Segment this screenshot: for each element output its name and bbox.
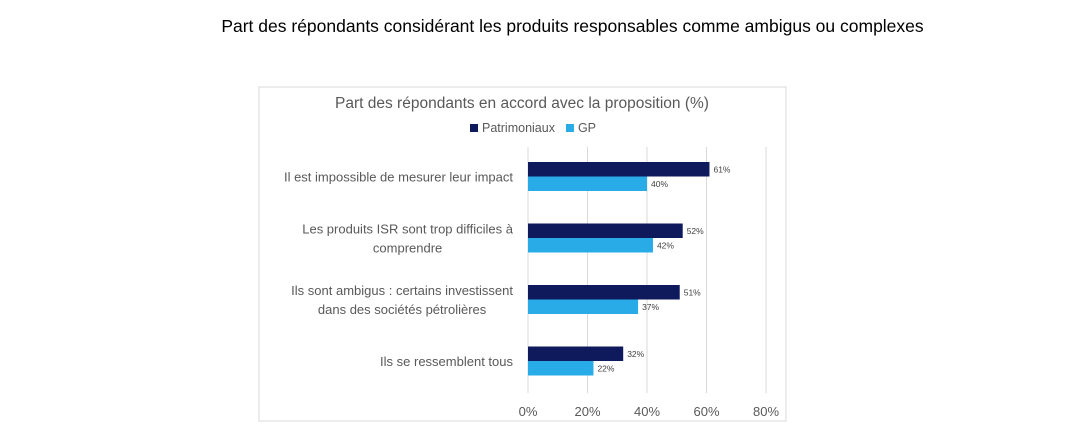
- x-tick-label: 40%: [634, 404, 660, 419]
- legend-label-1: GP: [578, 121, 596, 135]
- category-label: dans des sociétés pétrolières: [318, 302, 487, 317]
- bar-patrimoniaux: [528, 346, 624, 361]
- legend: Patrimoniaux GP: [470, 121, 596, 135]
- data-label: 51%: [684, 288, 701, 298]
- x-tick-label: 20%: [574, 404, 600, 419]
- bar-patrimoniaux: [528, 223, 683, 238]
- page-title: Part des répondants considérant les prod…: [221, 16, 924, 36]
- bar-patrimoniaux: [528, 162, 710, 177]
- category-label: Ils se ressemblent tous: [380, 354, 513, 369]
- chart-frame: [258, 86, 787, 422]
- legend-label-0: Patrimoniaux: [482, 121, 556, 135]
- category-label: comprendre: [373, 241, 442, 256]
- data-label: 61%: [713, 165, 730, 175]
- bar-gp: [528, 299, 639, 314]
- bar-patrimoniaux: [528, 285, 680, 300]
- x-tick-label: 80%: [753, 404, 779, 419]
- chart-title: Part des répondants en accord avec la pr…: [335, 95, 709, 112]
- bar-gp: [528, 176, 647, 191]
- x-tick-label: 0%: [519, 404, 538, 419]
- data-label: 52%: [687, 226, 704, 236]
- bar-gp: [528, 238, 653, 253]
- category-label: Ils sont ambigus : certains investissent: [291, 283, 513, 298]
- x-tick-label: 60%: [693, 404, 719, 419]
- data-label: 37%: [642, 302, 659, 312]
- category-label: Les produits ISR sont trop difficiles à: [302, 222, 514, 237]
- data-label: 22%: [597, 364, 614, 374]
- legend-swatch-1: [565, 124, 574, 132]
- category-label: Il est impossible de mesurer leur impact: [284, 170, 513, 185]
- legend-swatch-0: [470, 124, 478, 132]
- bar-gp: [528, 361, 594, 376]
- data-label: 42%: [657, 241, 674, 251]
- data-label: 32%: [627, 349, 644, 359]
- data-label: 40%: [651, 179, 668, 189]
